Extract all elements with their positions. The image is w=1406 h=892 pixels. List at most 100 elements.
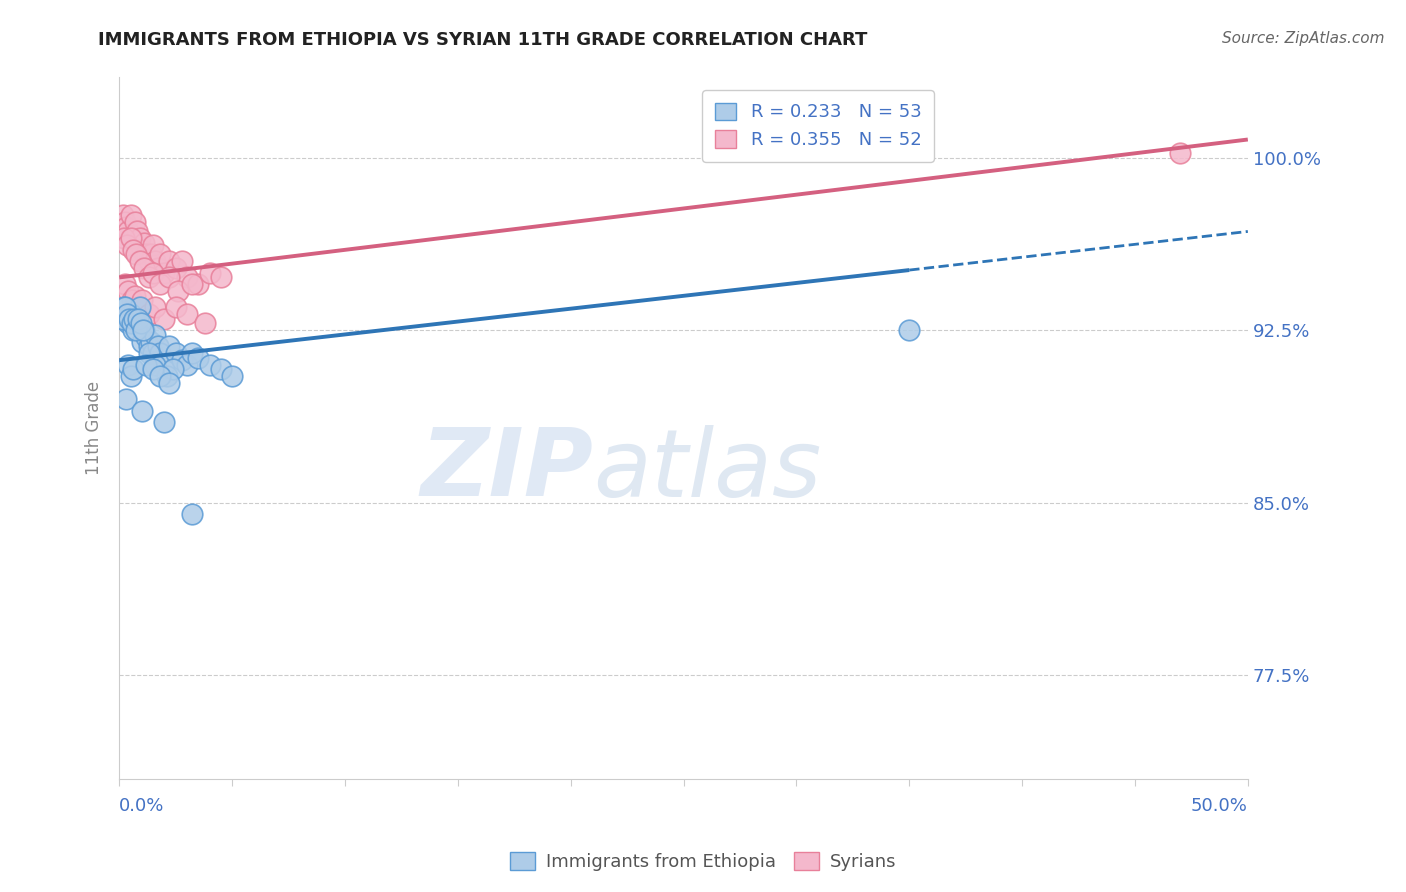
Point (138, 339, 160, 353)
Point (132, 323, 155, 337)
Point (121, 323, 143, 337)
Point (124, 215, 146, 229)
Point (124, 311, 146, 326)
Point (149, 346, 172, 360)
Point (138, 270, 160, 285)
Point (115, 307, 138, 321)
Point (176, 270, 198, 285)
Point (149, 369, 172, 384)
Point (165, 301, 187, 315)
Point (135, 358, 157, 372)
Point (131, 334, 153, 349)
Point (120, 208, 142, 222)
Point (176, 307, 198, 321)
Point (167, 284, 190, 298)
Point (172, 254, 194, 268)
Legend: Immigrants from Ethiopia, Syrians: Immigrants from Ethiopia, Syrians (502, 846, 904, 879)
Point (131, 293, 153, 308)
Point (117, 224, 139, 238)
Point (115, 238, 138, 252)
Point (156, 369, 179, 384)
Point (157, 254, 180, 268)
Text: ZIP: ZIP (420, 424, 593, 516)
Point (135, 330, 157, 344)
Point (149, 247, 172, 261)
Point (127, 311, 149, 326)
Point (121, 293, 143, 308)
Point (114, 215, 136, 229)
Legend: R = 0.233   N = 53, R = 0.355   N = 52: R = 0.233 N = 53, R = 0.355 N = 52 (702, 90, 934, 161)
Point (1168, 146, 1191, 161)
Point (142, 362, 165, 376)
Point (111, 208, 134, 222)
Point (221, 369, 243, 384)
Point (135, 247, 157, 261)
Point (209, 270, 232, 285)
Point (180, 277, 202, 292)
Point (145, 358, 167, 372)
Point (138, 307, 160, 321)
Point (112, 231, 135, 245)
Point (172, 353, 194, 368)
Text: Source: ZipAtlas.com: Source: ZipAtlas.com (1222, 31, 1385, 46)
Point (121, 317, 143, 331)
Point (112, 301, 135, 315)
Point (898, 323, 921, 337)
Point (153, 358, 176, 372)
Point (115, 219, 138, 234)
Point (157, 376, 180, 391)
Point (139, 247, 162, 261)
Point (153, 415, 176, 429)
Point (129, 317, 152, 331)
Text: 50.0%: 50.0% (1191, 797, 1249, 815)
Point (162, 362, 184, 376)
Point (114, 277, 136, 292)
Point (209, 362, 232, 376)
Point (125, 247, 148, 261)
Text: 0.0%: 0.0% (120, 797, 165, 815)
Point (142, 346, 165, 360)
Point (127, 224, 149, 238)
Point (127, 317, 149, 331)
Point (118, 311, 141, 326)
Point (176, 358, 198, 372)
Point (198, 266, 221, 280)
Point (132, 261, 155, 276)
Point (145, 301, 167, 315)
Point (153, 266, 176, 280)
Y-axis label: 11th Grade: 11th Grade (86, 381, 103, 475)
Point (157, 339, 180, 353)
Point (120, 307, 142, 321)
Point (146, 339, 169, 353)
Point (198, 358, 221, 372)
Point (138, 346, 160, 360)
Text: atlas: atlas (593, 425, 821, 516)
Point (124, 289, 146, 303)
Point (125, 323, 148, 337)
Point (146, 261, 169, 276)
Point (120, 369, 142, 384)
Point (111, 311, 134, 326)
Point (145, 254, 167, 268)
Point (121, 243, 143, 257)
Point (117, 284, 139, 298)
Point (145, 327, 167, 342)
Point (131, 243, 153, 257)
Text: IMMIGRANTS FROM ETHIOPIA VS SYRIAN 11TH GRADE CORRELATION CHART: IMMIGRANTS FROM ETHIOPIA VS SYRIAN 11TH … (98, 31, 868, 49)
Point (180, 346, 202, 360)
Point (165, 261, 187, 276)
Point (132, 235, 155, 250)
Point (128, 254, 150, 268)
Point (120, 231, 142, 245)
Point (131, 403, 153, 417)
Point (127, 301, 149, 315)
Point (114, 301, 136, 315)
Point (165, 346, 187, 360)
Point (117, 317, 139, 331)
Point (142, 266, 165, 280)
Point (138, 254, 160, 268)
Point (187, 351, 209, 365)
Point (139, 334, 162, 349)
Point (121, 362, 143, 376)
Point (121, 231, 143, 245)
